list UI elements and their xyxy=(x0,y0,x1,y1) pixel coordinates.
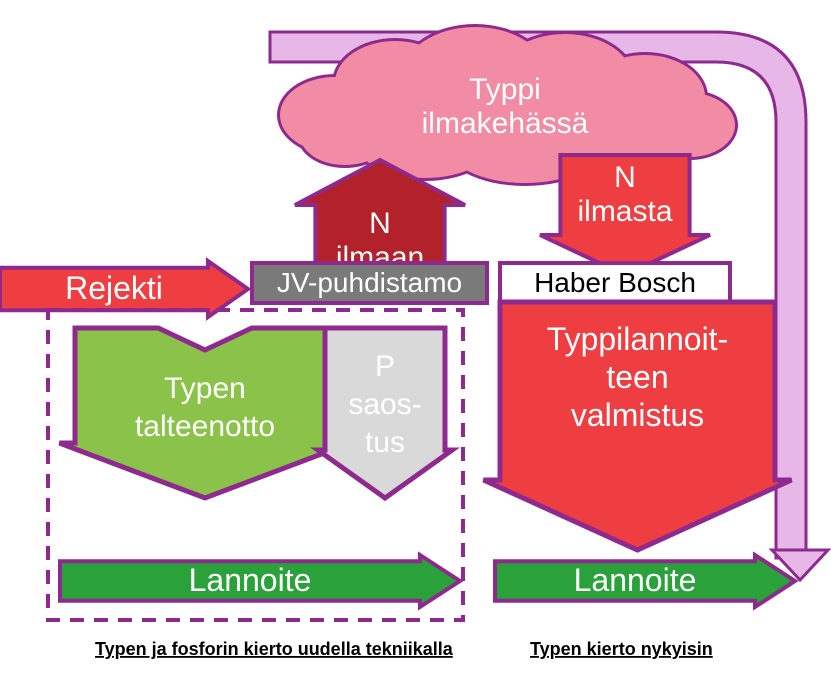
arrow-typpilannoite-l2: teen xyxy=(606,359,668,395)
arrow-p-saostus-l3: tus xyxy=(365,426,405,459)
arrow-n-ilmasta-l1: N xyxy=(614,161,636,194)
arrow-lannoite-right: Lannoite xyxy=(495,555,795,607)
arrow-p-saostus-l2: saos- xyxy=(348,388,421,421)
arrow-typpilannoite-l1: Typpilannoit- xyxy=(547,321,728,357)
arrow-rejekti-label: Rejekti xyxy=(65,270,163,306)
box-haber-label: Haber Bosch xyxy=(534,267,696,298)
arrow-n-ilmasta-l2: ilmasta xyxy=(577,195,672,228)
arrow-typpilannoite-l3: valmistus xyxy=(571,397,704,433)
cloud-text-1: Typpi xyxy=(469,73,541,106)
arrow-lannoite-right-label: Lannoite xyxy=(574,562,697,598)
arrow-lannoite-left-label: Lannoite xyxy=(189,562,312,598)
arrow-typpilannoite: Typpilannoit-teenvalmistus xyxy=(484,302,792,550)
arrow-n-ilmaan-l1: N xyxy=(369,207,391,240)
arrow-typen-talteenotto: Typen talteenotto xyxy=(59,328,350,498)
caption-right: Typen kierto nykyisin xyxy=(530,639,713,659)
arrow-n-ilmasta: Nilmasta xyxy=(540,155,710,275)
caption-left: Typen ja fosforin kierto uudella tekniik… xyxy=(95,639,454,659)
cloud-text-2: ilmakehässä xyxy=(422,107,589,140)
arrow-p-saostus: Psaos-tus xyxy=(318,328,452,498)
box-haber-bosch: Haber Bosch xyxy=(500,263,730,303)
arrow-typen-talteenotto-l1: Typen xyxy=(164,372,246,405)
arrow-typen-talteenotto-l2: talteenotto xyxy=(135,410,275,443)
arrow-lannoite-left: Lannoite xyxy=(60,555,460,607)
arrow-p-saostus-l1: P xyxy=(375,350,395,383)
box-jv-label: JV-puhdistamo xyxy=(277,267,462,298)
box-jv-puhdistamo: JV-puhdistamo xyxy=(252,263,487,303)
